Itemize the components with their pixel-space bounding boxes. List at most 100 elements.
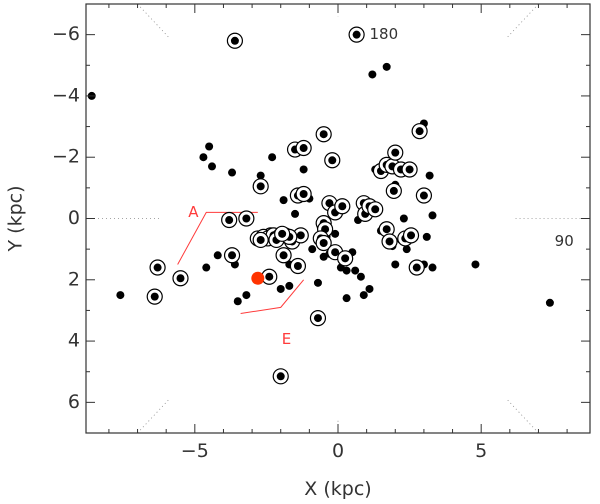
circled-data-point [381, 233, 398, 250]
point-dot [382, 225, 391, 234]
y-tick-label: 0 [68, 207, 80, 229]
point-dot [338, 202, 347, 211]
circled-data-point [238, 210, 255, 227]
point-dot [265, 272, 274, 281]
data-point [276, 284, 285, 293]
point-dot [412, 263, 421, 272]
annotations: 180 90 A E [188, 25, 574, 348]
data-point [205, 142, 214, 151]
circled-data-point [274, 225, 291, 242]
guide-lines [86, 3, 590, 434]
data-point [199, 153, 208, 162]
point-dot [415, 127, 424, 136]
circled-data-point [252, 178, 269, 195]
circled-data-point [334, 198, 351, 215]
point-dot [407, 231, 416, 240]
axis-ticks: −5 0 5 −6 −4 −2 0 2 4 6 [52, 3, 590, 462]
y-tick-label: −6 [52, 23, 80, 45]
point-dot [313, 314, 322, 323]
data-point [402, 245, 411, 254]
data-point [291, 209, 300, 218]
circled-data-point [411, 123, 428, 140]
point-dot [278, 229, 287, 238]
data-point [242, 291, 251, 300]
point-dot [296, 231, 305, 240]
circled-data-point [261, 268, 278, 285]
point-dot [279, 251, 288, 260]
y-tick-label: 2 [68, 268, 80, 290]
point-dot [176, 274, 185, 283]
point-dot [419, 191, 428, 200]
x-axis-title: X (kpc) [304, 478, 371, 500]
data-point [399, 214, 408, 223]
point-dot [341, 254, 350, 263]
circled-data-point [252, 231, 269, 249]
circled-data-point [275, 247, 292, 264]
data-point [313, 278, 322, 287]
data-point [356, 272, 365, 281]
point-dot [371, 205, 380, 214]
circled-data-point [385, 182, 402, 200]
point-dot [325, 199, 334, 208]
data-point [382, 62, 391, 71]
y-tick-label: 4 [68, 330, 80, 352]
circled-data-point [315, 126, 332, 143]
data-point [228, 168, 237, 177]
circled-data-point [387, 144, 404, 161]
annotation-label: 90 [555, 232, 574, 250]
data-point [359, 291, 368, 300]
circled-data-point [146, 288, 163, 305]
circled-data-point [295, 139, 312, 157]
guide-line [506, 3, 539, 38]
point-dot [385, 237, 394, 246]
data-point [256, 171, 265, 180]
point-dot [230, 36, 239, 45]
data-point [308, 245, 317, 254]
point-dot [352, 30, 361, 39]
data-point [268, 153, 277, 162]
point-dot [153, 263, 162, 272]
arm-line-e [240, 279, 305, 314]
x-tick-label: 5 [475, 440, 487, 462]
annotation-label: E [282, 330, 291, 348]
data-point [285, 281, 294, 290]
point-dot [242, 214, 251, 223]
point-dot [319, 239, 328, 248]
annotation-label: 180 [369, 25, 398, 43]
guide-line [506, 399, 539, 434]
data-point [279, 196, 288, 205]
guide-line [137, 399, 170, 434]
circled-data-point [309, 309, 327, 327]
data-point [391, 260, 400, 269]
sun-marker [251, 271, 265, 285]
data-point [116, 291, 125, 300]
data-point [368, 70, 377, 79]
data-point [428, 211, 437, 220]
point-dot [328, 156, 337, 165]
data-point [213, 251, 222, 260]
point-dot [405, 165, 414, 174]
data-point [351, 266, 360, 275]
circled-data-point [226, 32, 244, 49]
data-points [87, 26, 554, 385]
data-point [342, 294, 351, 303]
circled-data-point [324, 152, 341, 169]
data-point [422, 232, 431, 241]
circled-data-point [337, 250, 354, 267]
circled-data-point [149, 259, 166, 276]
data-point [425, 171, 434, 180]
arm-line-a [177, 211, 258, 265]
guide-line [137, 3, 170, 38]
data-point [208, 162, 216, 171]
circled-data-point [402, 227, 420, 244]
point-dot [150, 292, 159, 301]
point-dot [331, 248, 340, 257]
data-point [233, 297, 242, 306]
circled-data-point [367, 201, 384, 218]
point-dot [319, 130, 328, 139]
point-dot [299, 144, 308, 153]
arm-lines [177, 211, 305, 314]
circled-data-point [401, 161, 418, 178]
y-tick-label: −4 [52, 84, 80, 106]
